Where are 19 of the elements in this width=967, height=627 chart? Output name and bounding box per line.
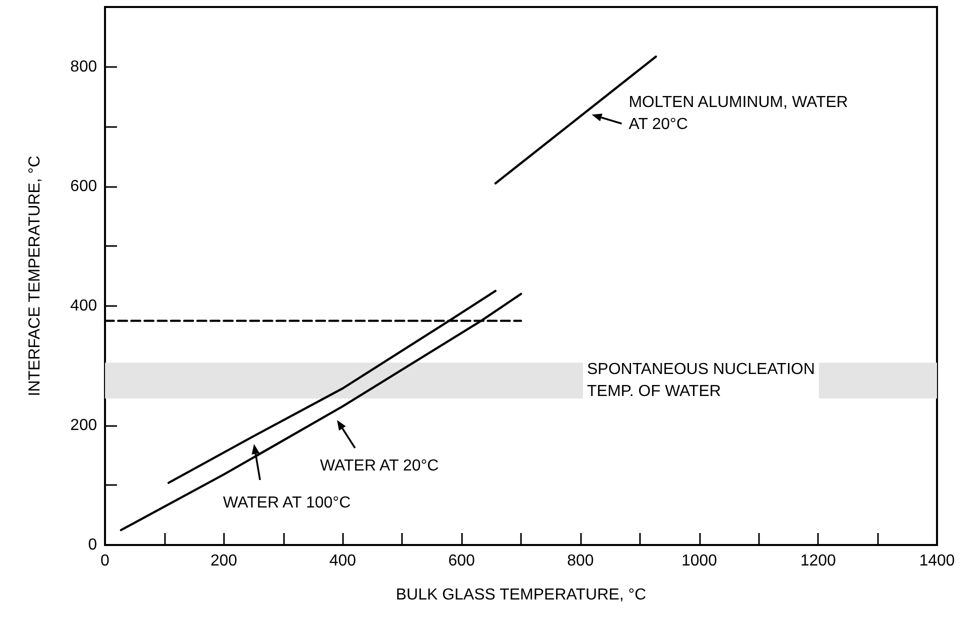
x-axis-title: BULK GLASS TEMPERATURE, °C bbox=[396, 586, 646, 604]
x-tick-label: 600 bbox=[448, 552, 476, 570]
band-label: SPONTANEOUS NUCLEATION TEMP. OF WATER bbox=[587, 361, 815, 400]
y-tick-label: 600 bbox=[70, 178, 98, 195]
y-tick-label: 800 bbox=[70, 58, 98, 76]
x-tick-label: 1200 bbox=[800, 552, 836, 570]
y-tick-label: 200 bbox=[70, 416, 98, 434]
annotation: MOLTEN ALUMINUM, WATER AT 20°C bbox=[628, 94, 848, 134]
x-tick-label: 1400 bbox=[919, 552, 955, 570]
annotation: WATER AT 100°C bbox=[223, 494, 351, 512]
x-tick-label: 400 bbox=[329, 552, 356, 570]
x-tick-label: 1000 bbox=[681, 552, 718, 570]
y-tick-label: 400 bbox=[70, 297, 98, 314]
annotation: WATER AT 20°C bbox=[320, 458, 439, 474]
y-axis-title: INTERFACE TEMPERATURE, °C bbox=[26, 156, 44, 396]
x-tick-label: 200 bbox=[210, 552, 238, 570]
y-tick-label: 0 bbox=[88, 536, 98, 554]
x-tick-label: 800 bbox=[567, 552, 594, 570]
x-tick-label: 0 bbox=[100, 552, 110, 570]
